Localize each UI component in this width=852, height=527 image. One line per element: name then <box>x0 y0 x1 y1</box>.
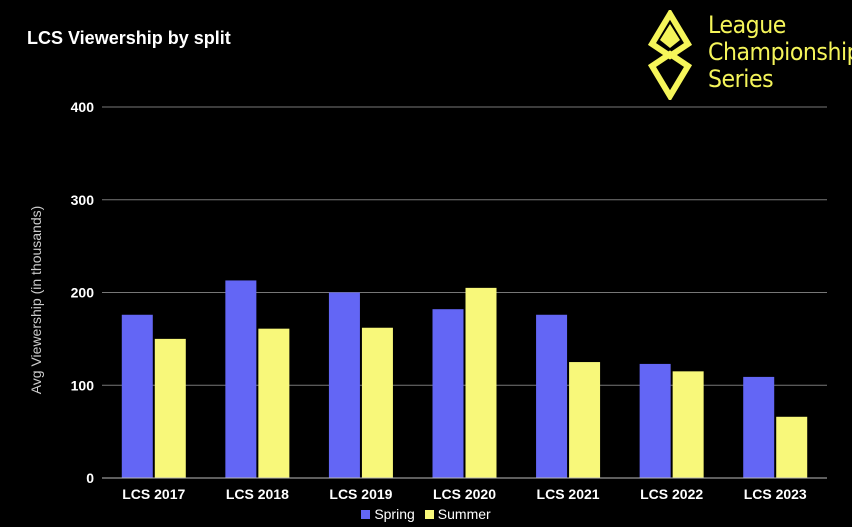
legend-label-spring: Spring <box>374 506 415 522</box>
logo-line-2: Championship <box>708 38 852 66</box>
x-tick-label: LCS 2020 <box>433 486 496 502</box>
legend: Spring Summer <box>0 506 852 522</box>
logo-line-3: Series <box>708 65 774 93</box>
legend-label-summer: Summer <box>437 506 491 522</box>
x-tick-label: LCS 2019 <box>329 486 392 502</box>
x-tick-label: LCS 2021 <box>537 486 600 502</box>
y-tick-label: 200 <box>71 285 95 301</box>
x-tick-label: LCS 2022 <box>640 486 703 502</box>
x-tick-label: LCS 2023 <box>744 486 807 502</box>
y-tick-label: 300 <box>71 192 95 208</box>
bar-summer-lcs-2021 <box>569 362 601 478</box>
y-tick-label: 0 <box>86 470 94 486</box>
bar-spring-lcs-2020 <box>432 309 464 478</box>
y-tick-label: 400 <box>71 99 95 115</box>
lcs-logo-icon <box>647 8 693 102</box>
bar-summer-lcs-2018 <box>258 328 290 478</box>
legend-item-summer: Summer <box>424 506 491 522</box>
bar-summer-lcs-2022 <box>672 371 704 478</box>
x-tick-label: LCS 2017 <box>122 486 185 502</box>
chart-title: LCS Viewership by split <box>27 28 231 48</box>
x-tick-label: LCS 2018 <box>226 486 289 502</box>
legend-swatch-summer <box>424 509 434 519</box>
legend-swatch-spring <box>361 509 371 519</box>
logo-line-1: League <box>708 11 786 39</box>
legend-item-spring: Spring <box>361 506 415 522</box>
bar-spring-lcs-2023 <box>743 376 775 478</box>
bar-spring-lcs-2018 <box>225 280 257 478</box>
bar-spring-lcs-2021 <box>536 314 568 478</box>
bar-summer-lcs-2020 <box>465 287 497 478</box>
bar-spring-lcs-2022 <box>639 363 671 478</box>
y-tick-label: 100 <box>71 377 95 393</box>
bar-spring-lcs-2017 <box>121 314 153 478</box>
bar-summer-lcs-2019 <box>361 327 393 478</box>
logo-wordmark: League Championship Series <box>708 12 852 93</box>
bar-spring-lcs-2019 <box>328 292 360 478</box>
lcs-logo: League Championship Series <box>640 8 852 102</box>
bar-summer-lcs-2017 <box>154 338 186 478</box>
bar-summer-lcs-2023 <box>776 416 808 478</box>
